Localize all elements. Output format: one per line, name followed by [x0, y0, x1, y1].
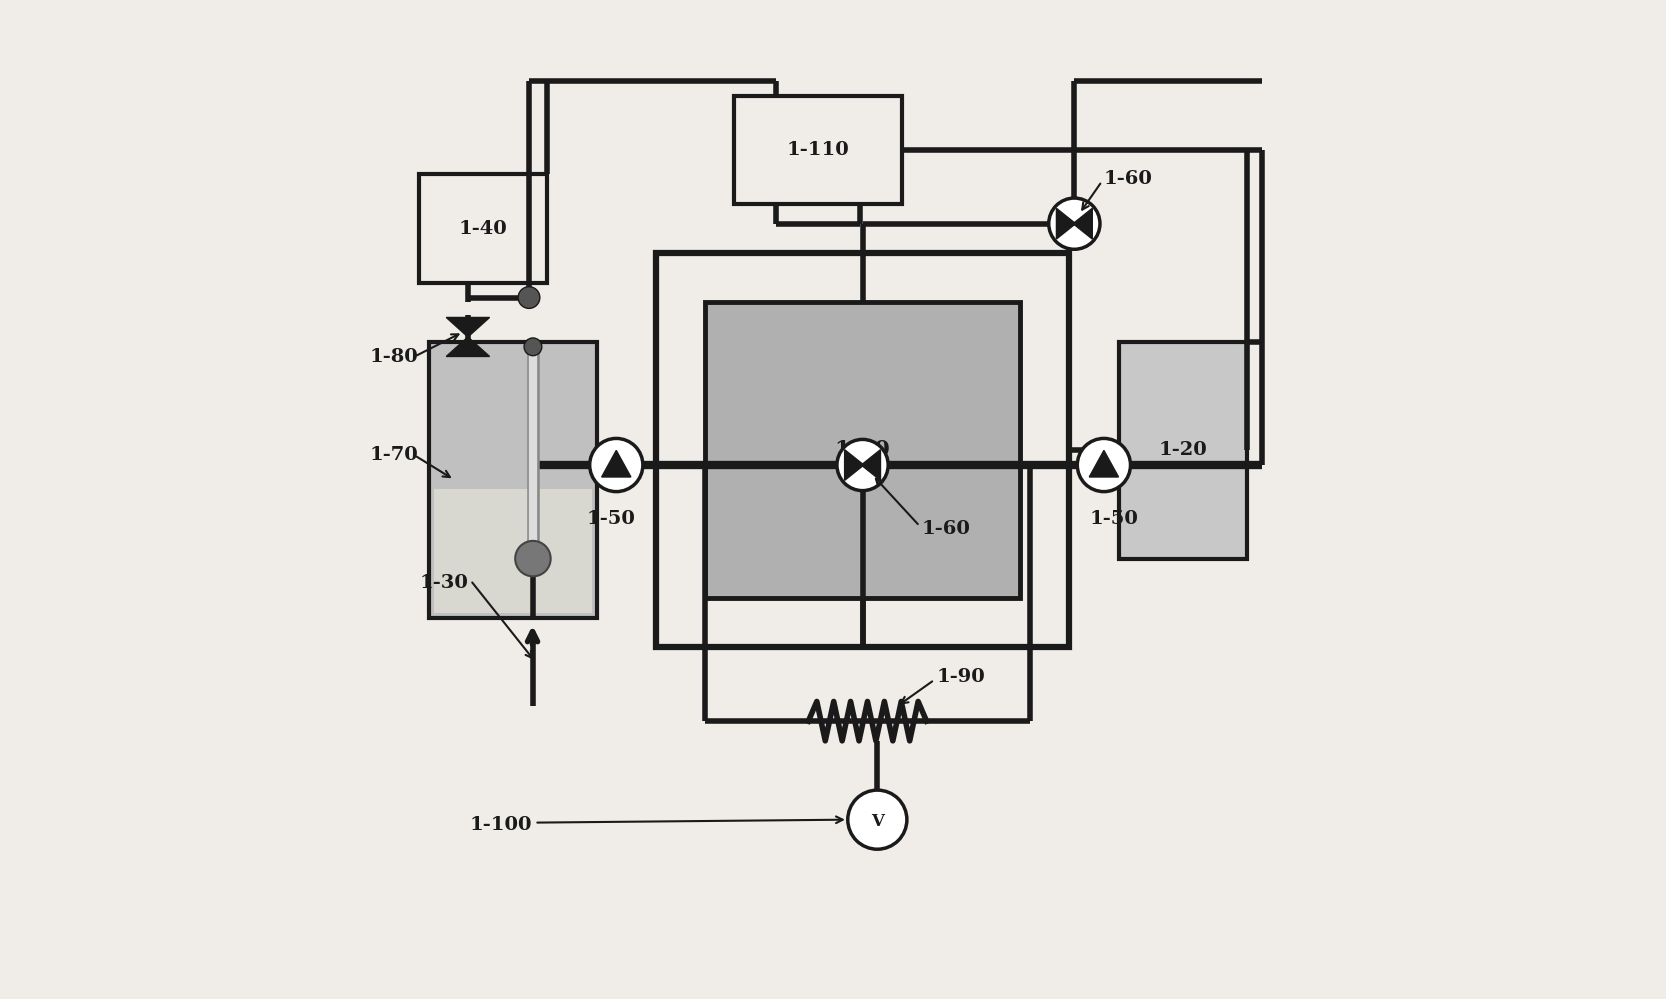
FancyBboxPatch shape	[430, 342, 596, 617]
Text: 1-50: 1-50	[586, 510, 636, 528]
FancyBboxPatch shape	[705, 303, 1020, 598]
FancyBboxPatch shape	[435, 489, 591, 612]
Circle shape	[836, 440, 888, 491]
Circle shape	[1048, 198, 1100, 250]
Text: 1-90: 1-90	[936, 667, 985, 686]
FancyBboxPatch shape	[1118, 342, 1246, 558]
Polygon shape	[1056, 209, 1076, 239]
Text: 1-20: 1-20	[1158, 442, 1208, 460]
Text: 1-50: 1-50	[1090, 510, 1138, 528]
Polygon shape	[1090, 451, 1118, 477]
Polygon shape	[601, 451, 631, 477]
Polygon shape	[446, 318, 490, 337]
Circle shape	[515, 540, 551, 576]
Circle shape	[518, 287, 540, 309]
Polygon shape	[861, 450, 881, 481]
Text: V: V	[871, 813, 883, 830]
Polygon shape	[1073, 209, 1093, 239]
Text: 1-60: 1-60	[921, 520, 971, 538]
Circle shape	[590, 439, 643, 492]
Text: 1-40: 1-40	[458, 220, 508, 238]
Text: 1-80: 1-80	[370, 348, 418, 366]
Polygon shape	[845, 450, 865, 481]
Text: 1-60: 1-60	[1105, 171, 1153, 189]
Circle shape	[1078, 439, 1131, 492]
Circle shape	[848, 790, 906, 849]
Polygon shape	[446, 337, 490, 357]
Text: 1-110: 1-110	[786, 141, 850, 159]
Text: 1-30: 1-30	[420, 574, 468, 592]
Text: 1-70: 1-70	[370, 447, 418, 465]
Text: 1-10: 1-10	[835, 440, 890, 462]
Text: 1-100: 1-100	[470, 815, 533, 833]
Circle shape	[525, 338, 541, 356]
